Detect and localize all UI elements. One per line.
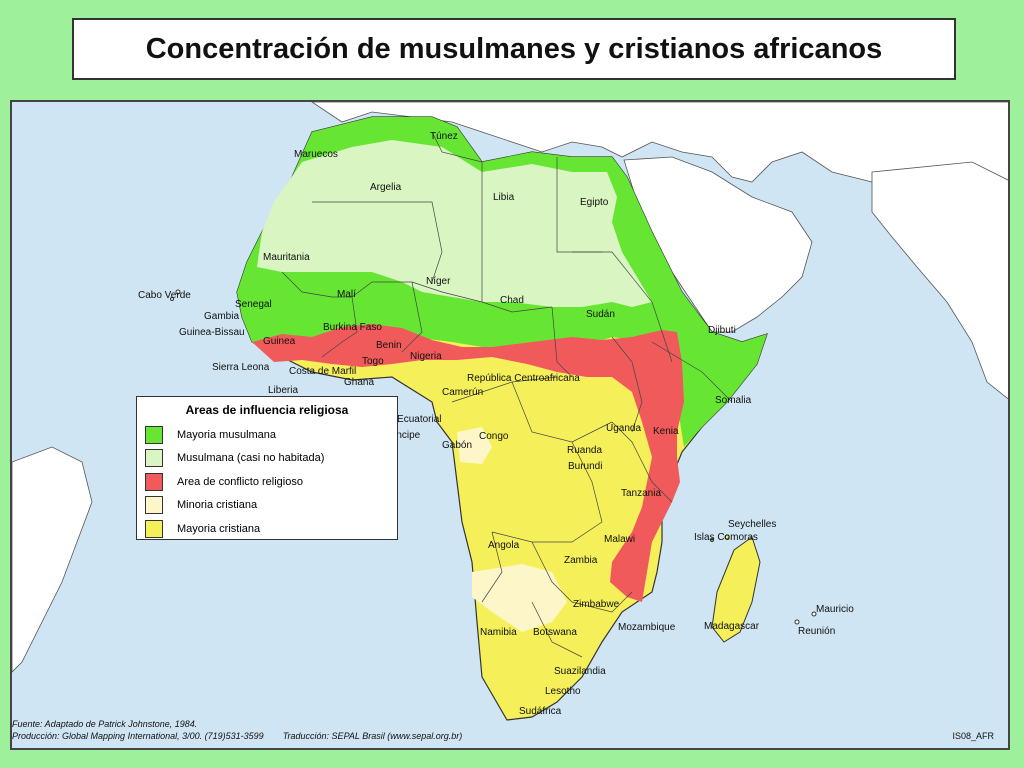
legend-item: Musulmana (casi no habitada)	[145, 447, 389, 471]
zone-muslim-sparse	[257, 140, 652, 307]
label-botswana: Botswana	[533, 627, 577, 638]
legend-item: Mayoria musulmana	[145, 423, 389, 447]
label-kenia: Kenia	[653, 426, 679, 437]
label-burundi: Burundi	[568, 461, 603, 472]
legend-swatch	[145, 472, 163, 491]
label-reunion: Reunión	[798, 626, 836, 637]
africa-map	[12, 102, 1008, 748]
footer-translation: Traducción: SEPAL Brasil (www.sepal.org.…	[282, 731, 463, 741]
label-mozambique: Mozambique	[618, 622, 676, 633]
legend-item: Minoria cristiana	[145, 494, 389, 518]
legend-item: Area de conflicto religioso	[145, 470, 389, 494]
label-costa-de-marfil: Costa de Marfil	[289, 366, 357, 377]
label-niger: Níger	[426, 276, 451, 287]
label-seychelles: Seychelles	[728, 519, 777, 530]
legend-label: Mayoria musulmana	[177, 428, 277, 441]
label-sudafrica: Sudáfrica	[519, 706, 562, 717]
label-somalia: Somalia	[715, 395, 752, 406]
legend-title: Areas de influencia religiosa	[185, 403, 349, 417]
label-djibuti: Djibuti	[708, 325, 736, 336]
legend-swatch	[145, 519, 163, 538]
label-libia: Libia	[493, 192, 515, 203]
mauricio-island	[811, 611, 817, 617]
label-uganda: Uganda	[606, 423, 642, 434]
label-ghana: Ghana	[344, 377, 375, 388]
label-maruecos: Maruecos	[294, 149, 338, 160]
label-liberia: Liberia	[268, 385, 299, 396]
south-america-edge	[12, 446, 93, 673]
legend-item: Mayoria cristiana	[145, 517, 389, 541]
title-box: Concentración de musulmanes y cristianos…	[72, 18, 956, 80]
map-title: Concentración de musulmanes y cristianos…	[145, 32, 883, 65]
legend-label: Mayoria cristiana	[177, 522, 261, 535]
label-zimbabwe: Zimbabwe	[573, 599, 620, 610]
legend-label: Minoria cristiana	[177, 499, 258, 512]
footer-source: Fuente: Adaptado de Patrick Johnstone, 1…	[12, 719, 198, 729]
label-gambia: Gambia	[204, 311, 240, 322]
label-gabon: Gabón	[442, 440, 473, 451]
label-cabo-verde: Cabo Verde	[138, 290, 191, 301]
label-congo: Congo	[479, 431, 509, 442]
zone-conflict	[252, 324, 684, 602]
legend-swatch	[145, 425, 163, 444]
label-malawi: Malawi	[604, 534, 636, 545]
label-camerun: Camerún	[442, 387, 484, 398]
label-mauricio: Mauricio	[816, 604, 854, 615]
label-guinea: Guinea	[263, 336, 296, 347]
label-mali: Malí	[337, 289, 356, 300]
label-chad: Chad	[500, 295, 524, 306]
country-borders	[281, 131, 733, 658]
footer: Fuente: Adaptado de Patrick Johnstone, 1…	[12, 718, 462, 742]
label-argelia: Argelia	[370, 182, 402, 193]
cabo-verde-island	[170, 297, 174, 301]
cabo-verde-island	[175, 289, 181, 295]
label-sierra-leona: Sierra Leona	[212, 362, 270, 373]
label-zambia: Zambia	[564, 555, 598, 566]
footer-credits: Producción: Global Mapping International…	[12, 730, 462, 742]
legend-swatch	[145, 496, 163, 515]
seychelles-island	[724, 534, 730, 540]
label-senegal: Senegal	[235, 299, 272, 310]
label-islas-comoras: Islas Comoras	[694, 532, 758, 543]
label-tanzania: Tanzania	[621, 488, 662, 499]
footer-production: Producción: Global Mapping International…	[12, 731, 264, 741]
label-ruanda: Ruanda	[567, 445, 603, 456]
label-sudan: Sudán	[586, 309, 615, 320]
legend-swatch	[145, 449, 163, 468]
legend-label: Area de conflicto religioso	[177, 475, 303, 488]
label-angola: Angola	[488, 540, 520, 551]
label-republica-centroafricana: República Centroafricana	[467, 373, 580, 384]
label-madagascar: Madagascar	[704, 621, 760, 632]
label-tunez: Túnez	[430, 131, 458, 142]
label-suazilandia: Suazilandia	[554, 666, 606, 677]
label-guinea-ecuatorial: Guinea Ecuatorial	[362, 414, 442, 425]
label-egipto: Egipto	[580, 197, 609, 208]
zone-christian-minority-gabon	[457, 427, 492, 464]
label-namibia: Namibia	[480, 627, 517, 638]
legend: Areas de influencia religiosa Mayoria mu…	[136, 396, 398, 540]
reunion-island	[794, 619, 800, 625]
map-frame: Túnez Maruecos Argelia Libia Egipto Maur…	[10, 100, 1010, 750]
comoras-island	[710, 538, 714, 542]
label-guinea-bissau: Guinea-Bissau	[179, 327, 245, 338]
india	[871, 161, 1008, 400]
label-nigeria: Nigeria	[410, 351, 442, 362]
map-code: IS08_AFR	[952, 731, 994, 741]
label-togo: Togo	[362, 356, 384, 367]
label-mauritania: Mauritania	[263, 252, 310, 263]
madagascar	[711, 536, 761, 643]
label-lesotho: Lesotho	[545, 686, 581, 697]
legend-label: Musulmana (casi no habitada)	[177, 452, 325, 465]
label-benin: Benin	[376, 340, 402, 351]
label-burkina-faso: Burkina Faso	[323, 322, 382, 333]
